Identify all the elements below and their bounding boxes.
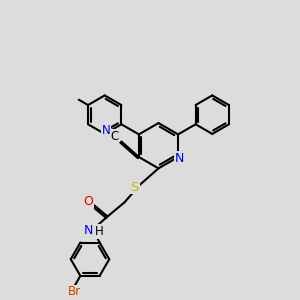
- Text: C: C: [110, 130, 118, 143]
- Text: H: H: [95, 225, 104, 238]
- Text: N: N: [101, 124, 110, 136]
- Text: O: O: [84, 195, 94, 208]
- Text: Br: Br: [68, 285, 81, 298]
- Text: S: S: [130, 181, 139, 194]
- Text: N: N: [175, 152, 184, 165]
- Text: N: N: [84, 224, 94, 237]
